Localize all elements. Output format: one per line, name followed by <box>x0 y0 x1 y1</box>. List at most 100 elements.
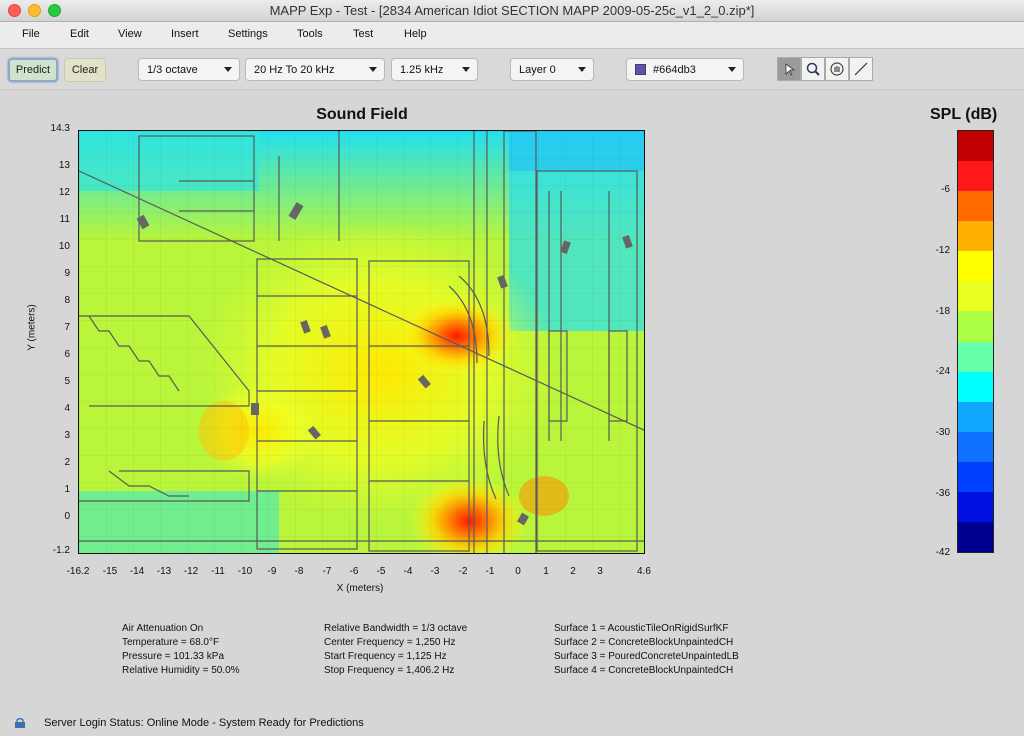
window-title: MAPP Exp - Test - [2834 American Idiot S… <box>269 3 755 18</box>
colorbar-tick-label: -12 <box>935 245 950 256</box>
line-icon <box>854 62 868 76</box>
colorbar-cell <box>958 131 993 162</box>
center-frequency: Center Frequency = 1,250 Hz <box>324 637 456 648</box>
x-tick-label: -7 <box>322 566 332 577</box>
colorbar-cell <box>958 431 993 463</box>
y-tick-label: 4 <box>64 403 70 414</box>
y-tick-label: 12 <box>58 187 70 198</box>
y-tick-label: 10 <box>58 241 70 252</box>
menu-settings[interactable]: Settings <box>228 28 268 40</box>
pan-tool-button[interactable] <box>825 57 849 81</box>
x-tick-label: -16.2 <box>66 566 90 577</box>
toolbar: Predict Clear 1/3 octave 20 Hz To 20 kHz… <box>0 48 1024 90</box>
colorbar-cell <box>958 371 993 403</box>
x-tick-label: 2 <box>570 566 576 577</box>
colorbar-cell <box>958 281 993 312</box>
x-tick-label: -2 <box>458 566 468 577</box>
x-tick-label: 1 <box>543 566 549 577</box>
bandwidth-dropdown[interactable]: 1/3 octave <box>138 58 240 81</box>
x-tick-label: 4.6 <box>637 566 651 577</box>
pointer-icon <box>785 63 796 76</box>
colorbar-cell <box>958 461 993 493</box>
surface-info: Surface 1 = AcousticTileOnRigidSurfKF Su… <box>554 622 739 678</box>
range-dropdown[interactable]: 20 Hz To 20 kHz <box>245 58 385 81</box>
menu-tools[interactable]: Tools <box>297 28 323 40</box>
magnifier-icon <box>806 62 820 76</box>
x-tick-label: -3 <box>430 566 440 577</box>
colorbar-tick-label: -30 <box>935 427 950 438</box>
colorbar-cell <box>958 491 993 523</box>
chevron-down-icon <box>224 67 232 72</box>
maximize-window-button[interactable] <box>48 4 61 17</box>
predict-button[interactable]: Predict <box>8 58 58 82</box>
sound-field-plot[interactable] <box>78 130 645 554</box>
x-tick-label: -9 <box>267 566 277 577</box>
range-value: 20 Hz To 20 kHz <box>254 63 335 76</box>
air-attenuation: Air Attenuation On <box>122 623 204 634</box>
frequency-value: 1.25 kHz <box>400 63 444 76</box>
colorbar-tick-label: -36 <box>935 488 950 499</box>
menu-edit[interactable]: Edit <box>70 28 89 40</box>
x-tick-label: 0 <box>515 566 521 577</box>
x-tick-label: -15 <box>102 566 118 577</box>
menu-help[interactable]: Help <box>404 28 427 40</box>
y-tick-label: 1 <box>64 484 70 495</box>
layer-value: Layer 0 <box>519 63 556 76</box>
y-tick-label: 0 <box>64 511 70 522</box>
y-axis-label: Y (meters) <box>26 304 38 351</box>
y-tick-label: 14.3 <box>50 123 70 134</box>
status-bar: Server Login Status: Online Mode - Syste… <box>0 710 1024 736</box>
layer-dropdown[interactable]: Layer 0 <box>510 58 594 81</box>
hand-icon <box>830 62 844 76</box>
clear-button[interactable]: Clear <box>64 58 106 82</box>
chevron-down-icon <box>369 67 377 72</box>
line-tool-button[interactable] <box>849 57 873 81</box>
menu-view[interactable]: View <box>118 28 142 40</box>
server-status: Server Login Status: Online Mode - Syste… <box>44 717 364 729</box>
x-tick-label: -12 <box>183 566 199 577</box>
y-tick-label: 5 <box>64 376 70 387</box>
colorbar-title: SPL (dB) <box>930 106 998 123</box>
surface-3: Surface 3 = PouredConcreteUnpaintedLB <box>554 651 739 662</box>
color-swatch <box>635 64 646 75</box>
pressure: Pressure = 101.33 kPa <box>122 651 225 662</box>
y-tick-label: 7 <box>64 322 70 333</box>
menu-bar: File Edit View Insert Settings Tools Tes… <box>0 22 1024 48</box>
y-tick-label: 8 <box>64 295 70 306</box>
spl-colorbar <box>957 130 994 553</box>
surface-2: Surface 2 = ConcreteBlockUnpaintedCH <box>554 637 734 648</box>
x-tick-label: -11 <box>211 566 225 577</box>
colorbar-cell <box>958 521 993 553</box>
sound-field-map <box>79 131 644 553</box>
x-tick-label: -1 <box>485 566 495 577</box>
x-tick-label: -10 <box>237 566 253 577</box>
color-dropdown[interactable]: #664db3 <box>626 58 744 81</box>
relative-humidity: Relative Humidity = 50.0% <box>122 665 240 676</box>
menu-insert[interactable]: Insert <box>171 28 199 40</box>
chevron-down-icon <box>578 67 586 72</box>
x-axis-label: X (meters) <box>336 583 384 594</box>
menu-file[interactable]: File <box>22 28 40 40</box>
colorbar-cell <box>958 221 993 252</box>
y-tick-label: 13 <box>58 160 70 171</box>
plot-title: Sound Field <box>316 106 408 123</box>
colorbar-tick-label: -18 <box>935 306 950 317</box>
close-window-button[interactable] <box>8 4 21 17</box>
minimize-window-button[interactable] <box>28 4 41 17</box>
x-tick-label: 3 <box>597 566 603 577</box>
colorbar-tick-label: -6 <box>941 184 950 195</box>
relative-bandwidth: Relative Bandwidth = 1/3 octave <box>324 623 468 634</box>
select-tool-button[interactable] <box>777 57 801 81</box>
colorbar-cell <box>958 401 993 433</box>
stop-frequency: Stop Frequency = 1,406.2 Hz <box>324 665 455 676</box>
menu-test[interactable]: Test <box>353 28 374 40</box>
x-tick-label: -13 <box>156 566 172 577</box>
y-tick-label: 3 <box>64 430 70 441</box>
x-tick-label: -8 <box>294 566 304 577</box>
colorbar-cell <box>958 251 993 282</box>
zoom-tool-button[interactable] <box>801 57 825 81</box>
frequency-dropdown[interactable]: 1.25 kHz <box>391 58 478 81</box>
x-tick-label: -5 <box>376 566 386 577</box>
colorbar-cell <box>958 191 993 222</box>
